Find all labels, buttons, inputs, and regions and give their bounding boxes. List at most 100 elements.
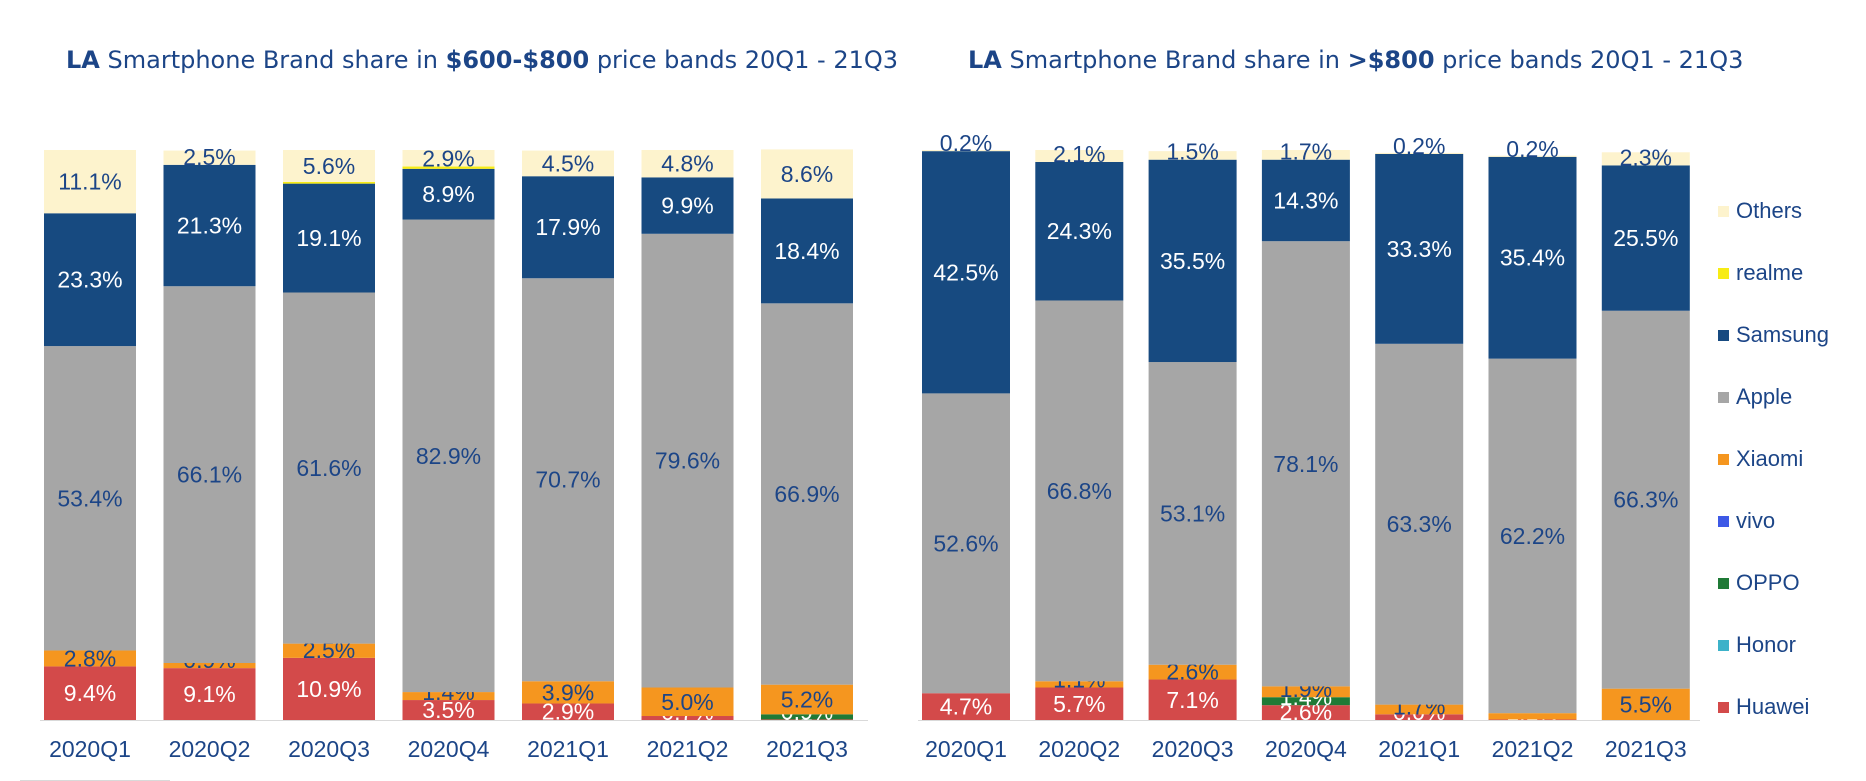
legend-item-others: Others <box>1718 180 1829 242</box>
x-tick-label-2020q3: 2020Q3 <box>288 736 370 762</box>
legend-swatch-samsung <box>1718 329 1729 341</box>
x-tick-label-2020q1: 2020Q1 <box>49 736 131 762</box>
data-label-samsung-2021q3: 18.4% <box>774 238 839 264</box>
bar-segment-xiaomi-2021q1 <box>522 681 614 704</box>
bar-segment-oppo-2021q3 <box>761 714 853 720</box>
bar-segment-samsung-2020q2 <box>1035 161 1124 301</box>
data-label-others-2020q1: 11.1% <box>58 169 122 195</box>
chart-title-right: LA Smartphone Brand share in >$800 price… <box>968 46 1743 74</box>
bar-segment-xiaomi-2021q1 <box>1375 704 1464 715</box>
data-label-samsung-2021q2: 9.9% <box>661 193 713 219</box>
legend-label-oppo: OPPO <box>1736 570 1800 595</box>
bar-segment-xiaomi-2020q3 <box>283 643 375 658</box>
legend-swatch-apple <box>1718 391 1729 403</box>
legend-item-samsung: Samsung <box>1718 304 1829 366</box>
bar-segment-realme-2020q3 <box>283 181 375 184</box>
bar-segment-apple-2021q3 <box>761 303 853 685</box>
data-label-huawei-2020q1: 9.4% <box>64 680 116 706</box>
bar-segment-samsung-2020q4 <box>402 168 495 220</box>
data-label-xiaomi-2021q3: 5.5% <box>1620 691 1672 717</box>
data-label-others-2020q2: 2.1% <box>1053 141 1105 167</box>
legend-label-others: Others <box>1736 198 1803 223</box>
data-label-others-2021q1: 4.5% <box>542 150 594 176</box>
data-label-samsung-2021q2: 35.4% <box>1500 245 1565 271</box>
bar-segment-apple-2020q3 <box>1148 362 1237 665</box>
data-label-others-2021q3: 2.3% <box>1620 144 1672 170</box>
bar-segment-others-2021q3 <box>761 149 853 199</box>
legend-item-oppo: OPPO <box>1718 552 1829 614</box>
data-label-samsung-2020q3: 35.5% <box>1160 248 1225 274</box>
chart-title-left: LA Smartphone Brand share in $600-$800 p… <box>66 46 898 74</box>
data-label-huawei-2020q4: 3.5% <box>422 697 474 723</box>
data-label-apple-2020q4: 82.9% <box>416 443 481 469</box>
title-left-suffix: price bands 20Q1 - 21Q3 <box>589 46 899 74</box>
bar-segment-others-2020q3 <box>1148 151 1237 160</box>
data-label-huawei-2020q1: 4.7% <box>940 694 992 720</box>
legend-item-vivo: vivo <box>1718 490 1829 552</box>
data-label-apple-2020q1: 53.4% <box>57 485 122 511</box>
data-label-samsung-2020q1: 42.5% <box>933 259 998 285</box>
data-label-huawei-2020q3: 7.1% <box>1166 687 1218 713</box>
x-tick-label-2020q4: 2020Q4 <box>408 736 490 762</box>
bar-segment-xiaomi-2020q3 <box>1148 664 1237 680</box>
bar-segment-huawei-2021q1 <box>1375 714 1464 720</box>
x-tick-label-2021q3: 2021Q3 <box>766 736 848 762</box>
bar-segment-apple-2020q4 <box>402 219 495 693</box>
x-tick-label-2020q4: 2020Q4 <box>1265 736 1347 762</box>
title-right-mid: Smartphone Brand share in <box>1001 46 1348 74</box>
data-label-others-2021q3: 8.6% <box>781 161 833 187</box>
bar-segment-xiaomi-2020q4 <box>1261 686 1350 698</box>
bar-segment-xiaomi-2020q4 <box>402 692 495 701</box>
legend-item-apple: Apple <box>1718 366 1829 428</box>
data-label-apple-2020q4: 78.1% <box>1273 451 1338 477</box>
bar-segment-apple-2021q2 <box>1488 358 1577 714</box>
data-label-xiaomi-2021q2: 5.0% <box>661 689 713 715</box>
bar-segment-xiaomi-2020q2 <box>1035 681 1124 688</box>
bar-segment-xiaomi-2021q3 <box>1601 688 1690 720</box>
legend-item-xiaomi: Xiaomi <box>1718 428 1829 490</box>
bar-segment-samsung-2021q2 <box>641 177 734 234</box>
legend-label-vivo: vivo <box>1736 508 1776 533</box>
bar-segment-samsung-2021q3 <box>761 198 853 304</box>
data-label-apple-2021q3: 66.3% <box>1613 487 1678 513</box>
legend-label-honor: Honor <box>1736 632 1796 657</box>
bar-segment-huawei-2020q1 <box>44 666 136 720</box>
legend-swatch-others <box>1718 205 1729 217</box>
data-label-others-2021q1: 0.2% <box>1393 133 1445 159</box>
legend-label-apple: Apple <box>1736 384 1793 409</box>
data-label-others-2020q4: 1.7% <box>1280 139 1332 165</box>
data-label-xiaomi-2021q3: 5.2% <box>781 686 833 712</box>
bar-segment-huawei-2020q3 <box>283 657 375 720</box>
bar-segment-others-2020q3 <box>283 150 375 182</box>
legend-swatch-huawei <box>1718 701 1729 713</box>
bar-segment-apple-2020q3 <box>283 292 375 644</box>
legend-swatch-oppo <box>1718 577 1729 589</box>
title-left-mid: Smartphone Brand share in <box>99 46 446 74</box>
bar-segment-xiaomi-2021q3 <box>761 684 853 715</box>
data-label-samsung-2021q3: 25.5% <box>1613 225 1678 251</box>
x-tick-label-2021q3: 2021Q3 <box>1605 736 1687 762</box>
bar-segment-others-2021q1 <box>522 150 614 177</box>
title-right-suffix: price bands 20Q1 - 21Q3 <box>1434 46 1744 74</box>
legend-label-samsung: Samsung <box>1736 322 1829 347</box>
legend-label-xiaomi: Xiaomi <box>1736 446 1804 471</box>
bar-segment-oppo-2020q4 <box>1261 697 1350 706</box>
title-left-band: $600-$800 <box>445 46 590 74</box>
bar-segment-apple-2020q1 <box>44 346 136 651</box>
bar-segment-samsung-2020q3 <box>283 183 375 293</box>
title-left-prefix: LA <box>66 46 100 74</box>
bar-segment-huawei-2020q2 <box>163 668 256 720</box>
bar-segment-huawei-2020q2 <box>1035 687 1124 720</box>
bar-segment-others-2020q1 <box>44 150 136 214</box>
data-label-others-2020q2: 2.5% <box>183 144 235 170</box>
legend-swatch-xiaomi <box>1718 453 1729 465</box>
x-tick-label-2020q2: 2020Q2 <box>1038 736 1120 762</box>
data-label-huawei-2020q3: 10.9% <box>296 676 361 702</box>
legend: Others realme Samsung Apple Xiaomi vivo OPPO Ho… <box>1718 180 1829 738</box>
x-tick-label-2020q1: 2020Q1 <box>925 736 1007 762</box>
bar-segment-huawei-2021q2 <box>1488 719 1577 720</box>
data-label-apple-2021q2: 62.2% <box>1500 523 1565 549</box>
bar-segment-apple-2021q1 <box>522 278 614 682</box>
data-label-apple-2020q1: 52.6% <box>933 530 998 556</box>
